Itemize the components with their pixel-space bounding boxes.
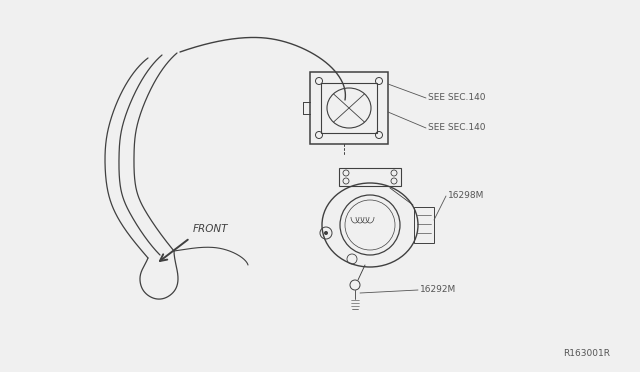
Text: 16292M: 16292M: [420, 285, 456, 295]
Text: SEE SEC.140: SEE SEC.140: [428, 124, 486, 132]
Text: FRONT: FRONT: [193, 224, 228, 234]
Bar: [339, 168, 401, 186]
Bar: [310, 72, 388, 144]
Circle shape: [324, 231, 328, 235]
Bar: [414, 207, 434, 243]
Bar: [321, 83, 377, 133]
Text: 16298M: 16298M: [448, 192, 484, 201]
Text: SEE SEC.140: SEE SEC.140: [428, 93, 486, 103]
Text: R163001R: R163001R: [563, 349, 610, 358]
